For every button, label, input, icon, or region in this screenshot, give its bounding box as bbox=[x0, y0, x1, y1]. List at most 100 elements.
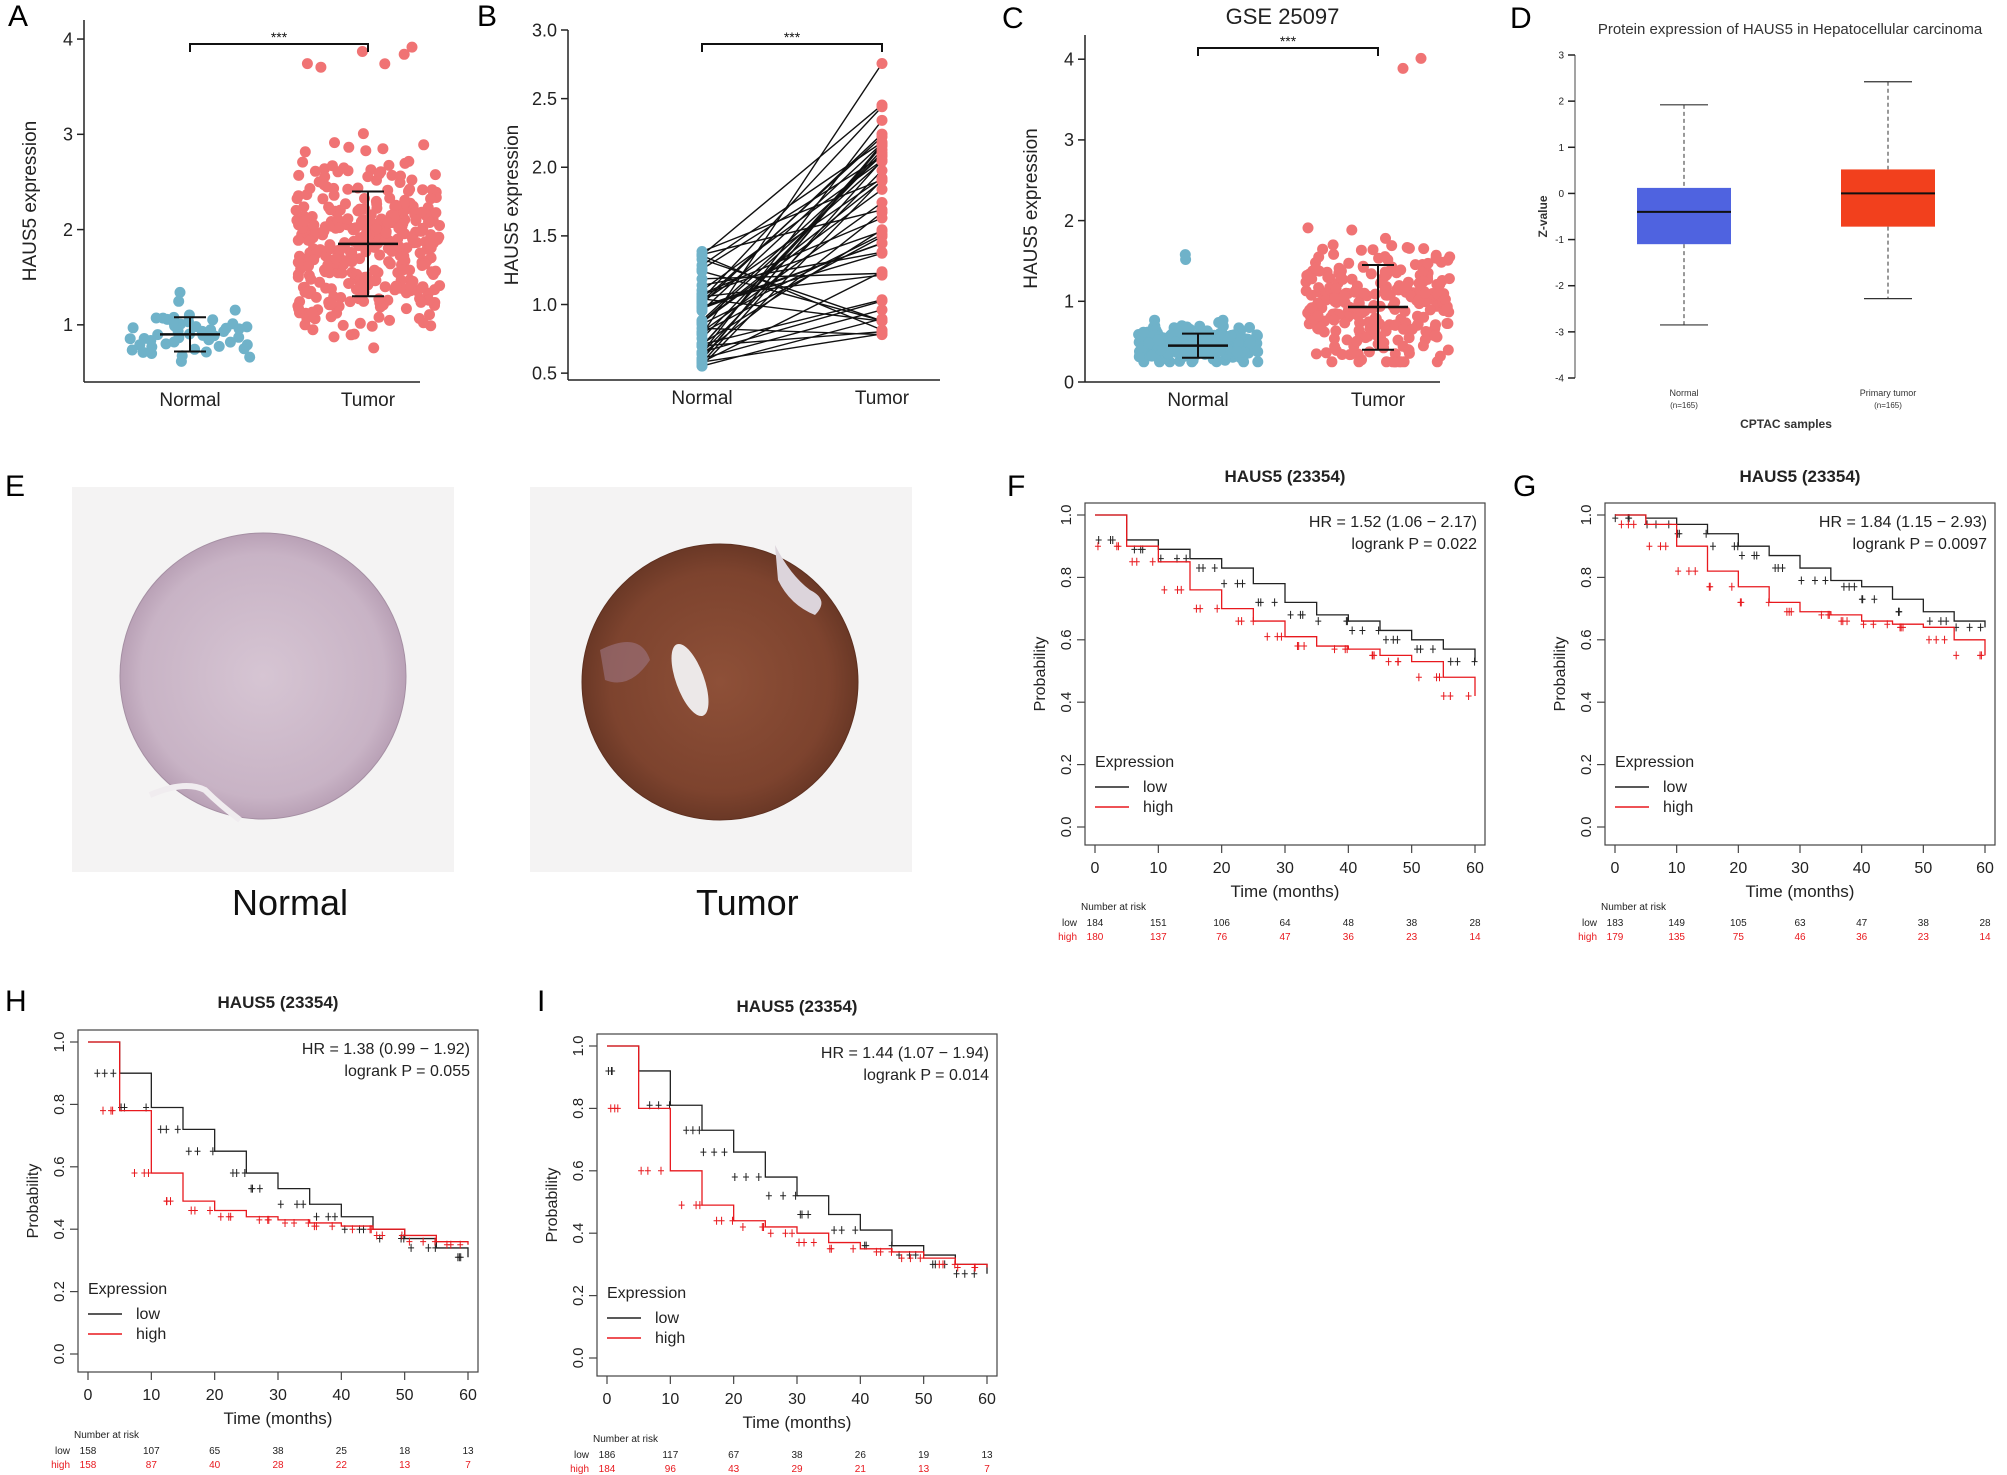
panel-i-risk-low-label: low bbox=[574, 1450, 590, 1461]
panel-g-legend-low: low bbox=[1663, 779, 1687, 796]
panel-g-censor-high bbox=[1706, 582, 1713, 591]
panel-f-curve-high bbox=[1095, 514, 1476, 696]
panel-h-censor-low bbox=[233, 1169, 240, 1178]
panel-c-point-tumor bbox=[1441, 302, 1453, 314]
panel-a-point-tumor bbox=[356, 46, 368, 57]
panel-a-point-tumor bbox=[429, 169, 441, 181]
panel-h-censor-low bbox=[249, 1184, 256, 1193]
panel-a-point-tumor bbox=[293, 303, 305, 315]
panel-c-point-tumor bbox=[1422, 257, 1434, 269]
panel-g-curve-high bbox=[1615, 514, 1986, 656]
panel-i-ylabel: Probability bbox=[544, 1168, 561, 1243]
panel-g-risk-low-value: 38 bbox=[1918, 918, 1930, 929]
panel-i-risk-high-value: 7 bbox=[984, 1464, 990, 1475]
panel-g-censor-high bbox=[1926, 635, 1933, 644]
panel-c-point-tumor bbox=[1327, 239, 1339, 251]
panel-b-pair-line bbox=[701, 136, 883, 302]
panel-g-censor-low bbox=[1840, 582, 1847, 591]
panel-a-point-tumor bbox=[425, 229, 437, 241]
panel-f-censor-high bbox=[1385, 657, 1392, 666]
panel-a-point-tumor bbox=[374, 301, 386, 313]
panel-a-ytick-label: 1 bbox=[63, 315, 73, 335]
panel-c-point-tumor bbox=[1357, 261, 1369, 273]
panel-f-censor-low bbox=[1315, 617, 1322, 626]
panel-h-risk-title: Number at risk bbox=[74, 1430, 140, 1441]
panel-f-censor-low bbox=[1221, 579, 1228, 588]
panel-g-risk-high-value: 75 bbox=[1733, 932, 1745, 943]
tma-tumor-tear bbox=[775, 545, 822, 615]
panel-label-a: A bbox=[8, 0, 29, 33]
panel-c-point-tumor bbox=[1310, 262, 1322, 274]
panel-i-censor-low bbox=[743, 1173, 750, 1182]
panel-b-pair-line bbox=[701, 188, 883, 323]
panel-h-censor-high bbox=[443, 1240, 450, 1249]
panel-f-risk-low-value: 28 bbox=[1469, 918, 1481, 929]
panel-a-point-tumor bbox=[406, 174, 418, 186]
panel-c-point-tumor bbox=[1380, 232, 1391, 244]
panel-i-censor-high bbox=[657, 1166, 664, 1175]
panel-i-risk-low-value: 19 bbox=[918, 1450, 930, 1461]
panel-i-censor-high bbox=[789, 1229, 796, 1238]
panel-g-censor-high bbox=[1818, 610, 1825, 619]
panel-h-xtick-label: 40 bbox=[332, 1387, 350, 1404]
panel-f-risk-high-value: 23 bbox=[1406, 932, 1418, 943]
panel-i-censor-high bbox=[696, 1201, 703, 1210]
panel-a-point-tumor bbox=[418, 139, 430, 151]
panel-f-ytick-label: 0.4 bbox=[1058, 692, 1075, 713]
panel-a-point-tumor bbox=[398, 48, 410, 60]
panel-i-risk-low-value: 38 bbox=[791, 1450, 803, 1461]
panel-f-censor-high bbox=[1278, 632, 1285, 641]
panel-b-point-tumor bbox=[876, 165, 888, 177]
panel-a-point-normal bbox=[150, 312, 162, 324]
panel-h-risk-low-value: 18 bbox=[399, 1446, 411, 1457]
panel-b-pair-line bbox=[701, 299, 883, 346]
panel-c-point-normal bbox=[1245, 337, 1257, 349]
panel-f-censor-high bbox=[1447, 691, 1454, 700]
panel-c-point-normal bbox=[1207, 353, 1219, 365]
panel-h-censor-low bbox=[313, 1212, 320, 1221]
panel-h-censor-low bbox=[209, 1147, 216, 1156]
panel-i-xtick-label: 10 bbox=[661, 1391, 679, 1408]
panel-g-censor-high bbox=[1662, 542, 1669, 551]
panel-f-risk-low-value: 64 bbox=[1279, 918, 1291, 929]
panel-h-censor-high bbox=[431, 1237, 438, 1246]
panel-f-risk-low-value: 184 bbox=[1087, 918, 1104, 929]
panel-g-risk-high-value: 135 bbox=[1668, 932, 1685, 943]
panel-h-ytick-label: 0.2 bbox=[51, 1281, 68, 1302]
panel-g-censor-low bbox=[1851, 582, 1858, 591]
panel-a-point-tumor bbox=[352, 205, 364, 217]
panel-a-point-tumor bbox=[297, 156, 309, 168]
panel-b-point-tumor bbox=[876, 246, 888, 258]
panel-a-point-tumor bbox=[330, 253, 342, 265]
panel-c-point-tumor bbox=[1339, 317, 1351, 329]
panel-a-point-tumor bbox=[383, 159, 395, 171]
panel-a-point-tumor bbox=[337, 319, 349, 331]
panel-f-censor-high bbox=[1115, 542, 1122, 551]
panel-a-point-normal bbox=[205, 324, 217, 336]
panel-c-point-tumor bbox=[1379, 251, 1391, 263]
panel-g-risk-low-value: 47 bbox=[1856, 918, 1868, 929]
panel-h-xlabel: Time (months) bbox=[224, 1409, 333, 1428]
panel-h-censor-high bbox=[379, 1231, 386, 1240]
panel-f-censor-high bbox=[1440, 691, 1447, 700]
panel-c-point-normal bbox=[1138, 326, 1149, 338]
panel-a-point-tumor bbox=[384, 314, 395, 326]
panel-i-censor-low bbox=[953, 1269, 960, 1278]
panel-a-point-tumor bbox=[398, 253, 410, 265]
panel-a-point-normal bbox=[174, 286, 186, 298]
panel-a-point-tumor bbox=[379, 58, 391, 70]
panel-b-point-normal bbox=[696, 316, 708, 328]
panel-f-censor-high bbox=[1094, 542, 1101, 551]
tma-tumor-core bbox=[581, 543, 859, 821]
panel-i-risk-high-value: 43 bbox=[728, 1464, 740, 1475]
panel-h-logrank-text: logrank P = 0.055 bbox=[344, 1063, 470, 1080]
panel-a-point-tumor bbox=[430, 207, 442, 219]
panel-f-xtick-label: 10 bbox=[1149, 860, 1167, 877]
panel-h-censor-high bbox=[367, 1225, 374, 1234]
panel-i-censor-high bbox=[767, 1229, 774, 1238]
panel-i-censor-low bbox=[689, 1126, 696, 1135]
panel-c-ytick-label: 4 bbox=[1064, 50, 1074, 70]
panel-c-title: GSE 25097 bbox=[1226, 4, 1340, 29]
panel-h-censor-low bbox=[256, 1184, 263, 1193]
panel-a-point-tumor bbox=[342, 183, 354, 195]
